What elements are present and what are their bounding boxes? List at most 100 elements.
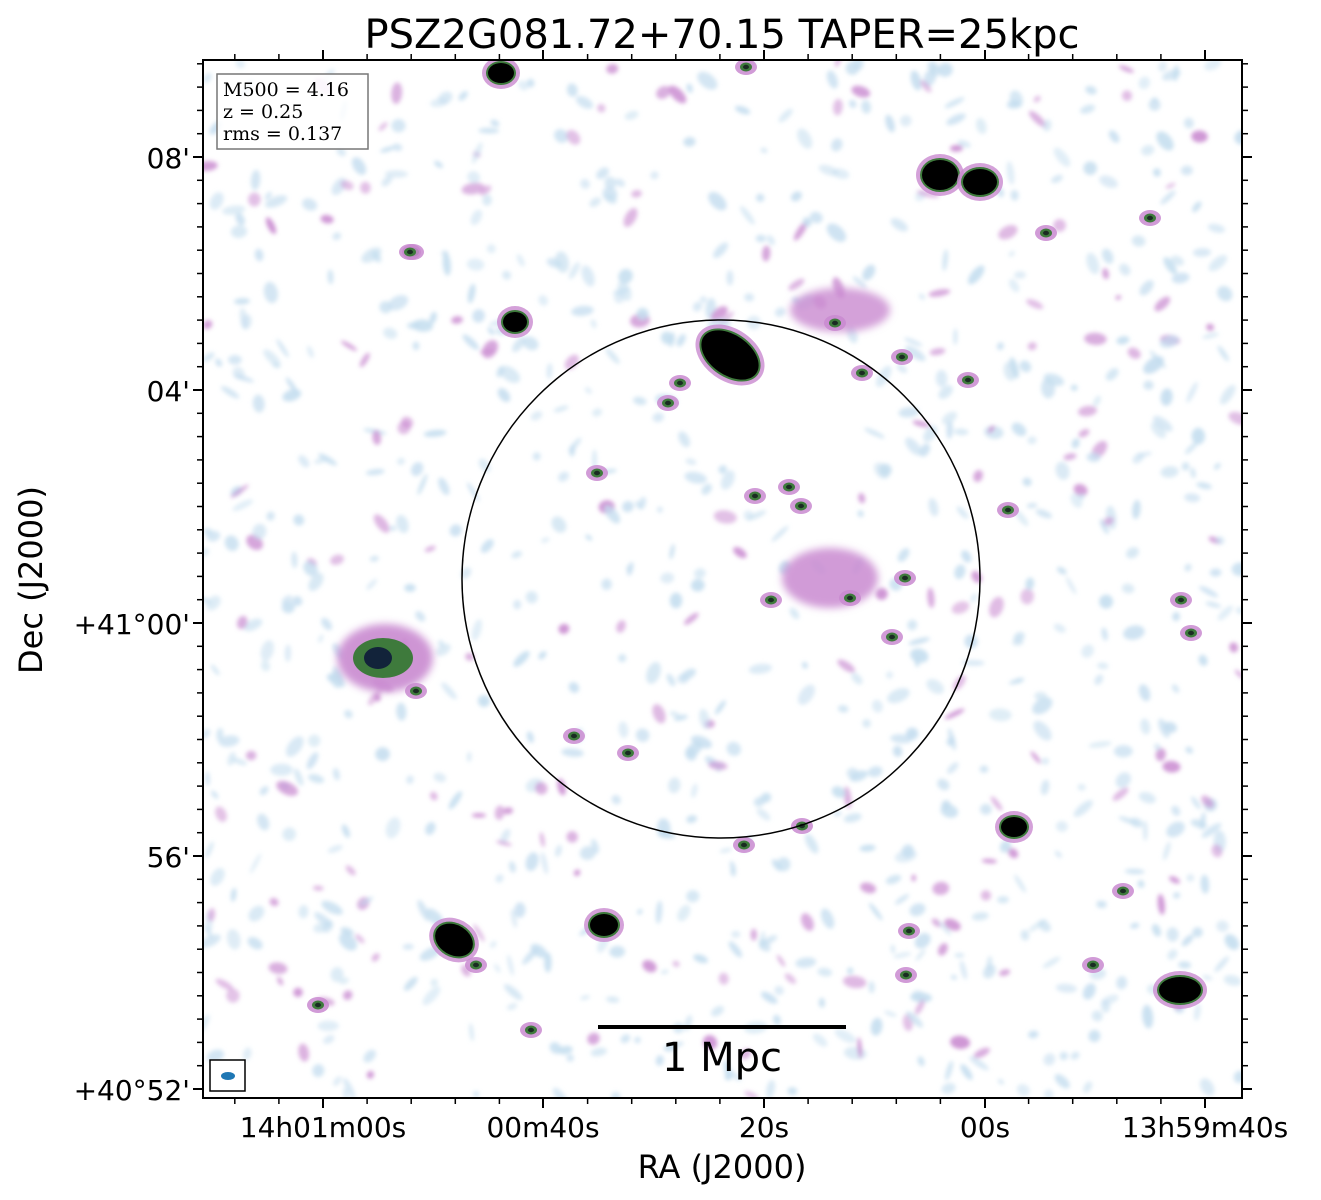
source-core	[435, 923, 473, 957]
noise-speckle	[719, 847, 732, 853]
noise-speckle	[868, 981, 875, 994]
noise-speckle	[1008, 250, 1015, 257]
noise-speckle	[983, 964, 996, 979]
faint-radio-source	[1082, 957, 1104, 973]
noise-speckle	[568, 437, 582, 453]
noise-speckle	[371, 250, 382, 263]
noise-speckle	[224, 535, 239, 551]
noise-speckle	[366, 1070, 375, 1079]
noise-speckle	[917, 1056, 925, 1067]
noise-speckle	[1043, 1089, 1054, 1098]
noise-speckle	[1010, 189, 1019, 201]
noise-speckle	[422, 986, 441, 1006]
noise-speckle	[618, 268, 633, 284]
noise-speckle	[541, 852, 548, 875]
noise-speckle	[406, 322, 421, 330]
noise-speckle	[740, 205, 755, 225]
noise-speckle	[340, 180, 354, 191]
noise-speckle	[345, 865, 356, 876]
noise-speckle	[263, 281, 278, 304]
noise-speckle	[626, 565, 631, 573]
noise-speckle	[228, 354, 242, 365]
noise-speckle	[1220, 384, 1236, 405]
noise-speckle	[912, 420, 930, 428]
noise-speckle	[589, 197, 601, 208]
noise-speckle	[215, 806, 227, 822]
y-tick-labels: 08' 04' +41°00' 56' +40°52'	[74, 142, 190, 1107]
noise-speckle	[1112, 787, 1129, 801]
noise-speckle	[1028, 1030, 1039, 1039]
noise-speckle	[668, 85, 687, 104]
noise-speckle	[914, 999, 925, 1015]
noise-speckle	[465, 652, 475, 661]
noise-speckle	[1118, 65, 1134, 73]
noise-speckle	[351, 157, 367, 175]
noise-speckle	[385, 817, 401, 839]
noise-speckle	[1084, 332, 1107, 346]
noise-speckle	[361, 247, 382, 263]
source-core	[965, 377, 971, 383]
noise-speckle	[380, 146, 396, 153]
noise-speckle	[220, 386, 240, 399]
noise-speckle	[760, 991, 778, 1004]
noise-speckle	[587, 1032, 600, 1045]
noise-speckle	[631, 190, 642, 198]
noise-speckle	[776, 857, 791, 872]
noise-speckle	[1099, 519, 1109, 535]
noise-speckle	[532, 452, 541, 461]
noise-speckle	[552, 1087, 568, 1098]
noise-speckle	[605, 348, 620, 364]
noise-speckle	[384, 170, 408, 178]
noise-speckle	[1071, 438, 1080, 449]
noise-speckle	[820, 908, 835, 929]
noise-speckle	[812, 1033, 828, 1047]
noise-speckle	[522, 947, 539, 965]
noise-speckle	[436, 643, 451, 656]
noise-speckle	[656, 506, 663, 513]
noise-speckle	[285, 736, 304, 757]
noise-speckle	[868, 902, 883, 921]
noise-speckle	[458, 91, 468, 101]
faint-radio-source	[1112, 883, 1134, 899]
noise-speckle	[894, 894, 910, 905]
noise-speckle	[801, 661, 808, 669]
noise-speckle	[623, 208, 638, 227]
noise-speckle	[1019, 360, 1032, 373]
noise-speckle	[951, 601, 970, 614]
noise-speckle	[1011, 422, 1027, 437]
noise-speckle	[367, 688, 382, 706]
noise-speckle	[1167, 949, 1178, 960]
noise-speckle	[858, 492, 866, 504]
noise-speckle	[950, 974, 957, 980]
noise-speckle	[862, 264, 876, 281]
noise-speckle	[1155, 748, 1166, 762]
noise-speckle	[396, 702, 407, 721]
noise-speckle	[1088, 741, 1112, 748]
source-core	[786, 484, 792, 490]
noise-speckle	[1173, 892, 1181, 899]
source-core	[503, 312, 527, 332]
noise-speckle	[494, 963, 501, 973]
noise-speckle	[282, 389, 302, 402]
noise-speckle	[535, 782, 548, 795]
source-core	[1043, 230, 1049, 236]
noise-speckle	[686, 83, 693, 93]
figure-title: PSZ2G081.72+70.15 TAPER=25kpc	[365, 12, 1080, 58]
noise-speckle	[252, 523, 267, 540]
noise-speckle	[506, 1003, 518, 1011]
noise-speckle	[1191, 427, 1206, 445]
source-core	[677, 380, 683, 386]
noise-speckle	[1008, 279, 1020, 293]
noise-speckle	[1027, 436, 1037, 445]
noise-speckle	[817, 967, 833, 977]
noise-speckle	[771, 525, 789, 542]
noise-speckle	[893, 952, 912, 959]
noise-speckle	[1130, 922, 1140, 929]
noise-speckle	[1142, 1004, 1154, 1029]
noise-speckle	[205, 771, 210, 786]
noise-speckle	[397, 421, 411, 435]
noise-speckle	[944, 97, 965, 109]
noise-speckle	[697, 71, 718, 90]
noise-speckle	[355, 934, 365, 944]
noise-speckle	[729, 861, 736, 873]
